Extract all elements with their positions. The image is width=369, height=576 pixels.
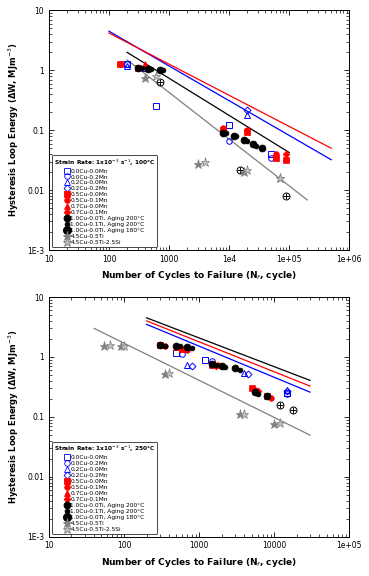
- Legend: 0.0Cu-0.0Mn, 0.0Cu-0.2Mn, 0.2Cu-0.0Mn, 0.2Cu-0.2Mn, 0.5Cu-0.0Mn, 0.5Cu-0.1Mn, 0.: 0.0Cu-0.0Mn, 0.0Cu-0.2Mn, 0.2Cu-0.0Mn, 0…: [52, 442, 157, 534]
- Y-axis label: Hysteresis Loop Energy (ΔW, MJm$^{-3}$): Hysteresis Loop Energy (ΔW, MJm$^{-3}$): [7, 43, 21, 217]
- Y-axis label: Hysteresis Loop Energy (ΔW, MJm$^{-3}$): Hysteresis Loop Energy (ΔW, MJm$^{-3}$): [7, 329, 21, 504]
- Legend: 0.0Cu-0.0Mn, 0.0Cu-0.2Mn, 0.2Cu-0.0Mn, 0.2Cu-0.2Mn, 0.5Cu-0.0Mn, 0.5Cu-0.1Mn, 0.: 0.0Cu-0.0Mn, 0.0Cu-0.2Mn, 0.2Cu-0.0Mn, 0…: [52, 156, 157, 247]
- X-axis label: Number of Cycles to Failure (N$_f$, cycle): Number of Cycles to Failure (N$_f$, cycl…: [101, 270, 297, 282]
- X-axis label: Number of Cycles to Failure (N$_f$, cycle): Number of Cycles to Failure (N$_f$, cycl…: [101, 556, 297, 569]
